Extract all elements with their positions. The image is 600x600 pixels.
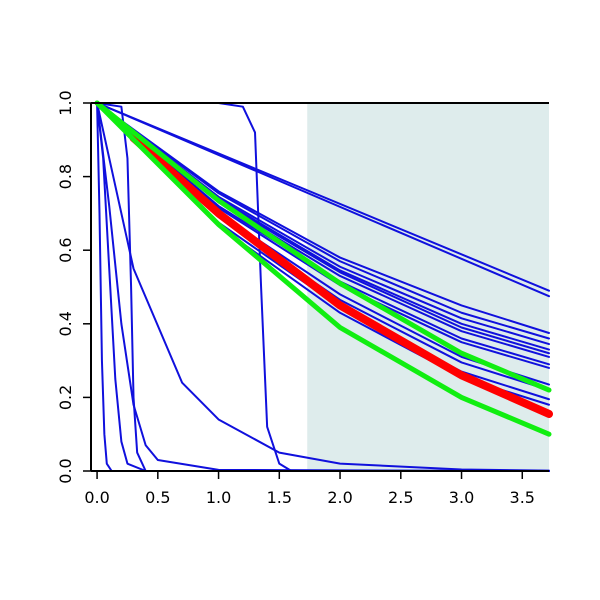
y-tick-label-6: 1.0 [56, 90, 75, 115]
series-line-2 [96, 102, 550, 298]
x-tick-label-8: 3.5 [510, 488, 535, 507]
x-tick-label-3: 1.0 [206, 488, 231, 507]
x-tick-label-2: 0.5 [145, 488, 170, 507]
x-tick-label-4: 1.5 [267, 488, 292, 507]
series-line-17 [96, 102, 550, 472]
y-tick-label-2: 0.2 [56, 385, 75, 410]
y-tick-label-3: 0.4 [56, 311, 75, 336]
y-tick-label-4: 0.6 [56, 237, 75, 262]
series-line-22 [94, 100, 552, 393]
series-line-21 [129, 133, 553, 418]
series-line-19 [96, 102, 550, 472]
series-line-15 [96, 102, 550, 472]
x-tick-label-5: 2.0 [327, 488, 352, 507]
x-tick-label-1: 0.0 [84, 488, 109, 507]
axis-layer: 0.0 0.5 1.0 1.5 2.0 2.5 3.0 3.5 0.0 0.2 0.4 0.6 0.8 1… [56, 90, 549, 507]
series-layer [94, 100, 553, 472]
x-tick-label-6: 2.5 [388, 488, 413, 507]
series-line-16 [96, 102, 550, 472]
series-line-4 [96, 102, 550, 340]
y-tick-label-1: 0.0 [56, 458, 75, 483]
x-tick-label-7: 3.0 [449, 488, 474, 507]
y-tick-label-5: 0.8 [56, 164, 75, 189]
series-line-20 [96, 102, 550, 472]
series-line-23 [94, 100, 552, 437]
